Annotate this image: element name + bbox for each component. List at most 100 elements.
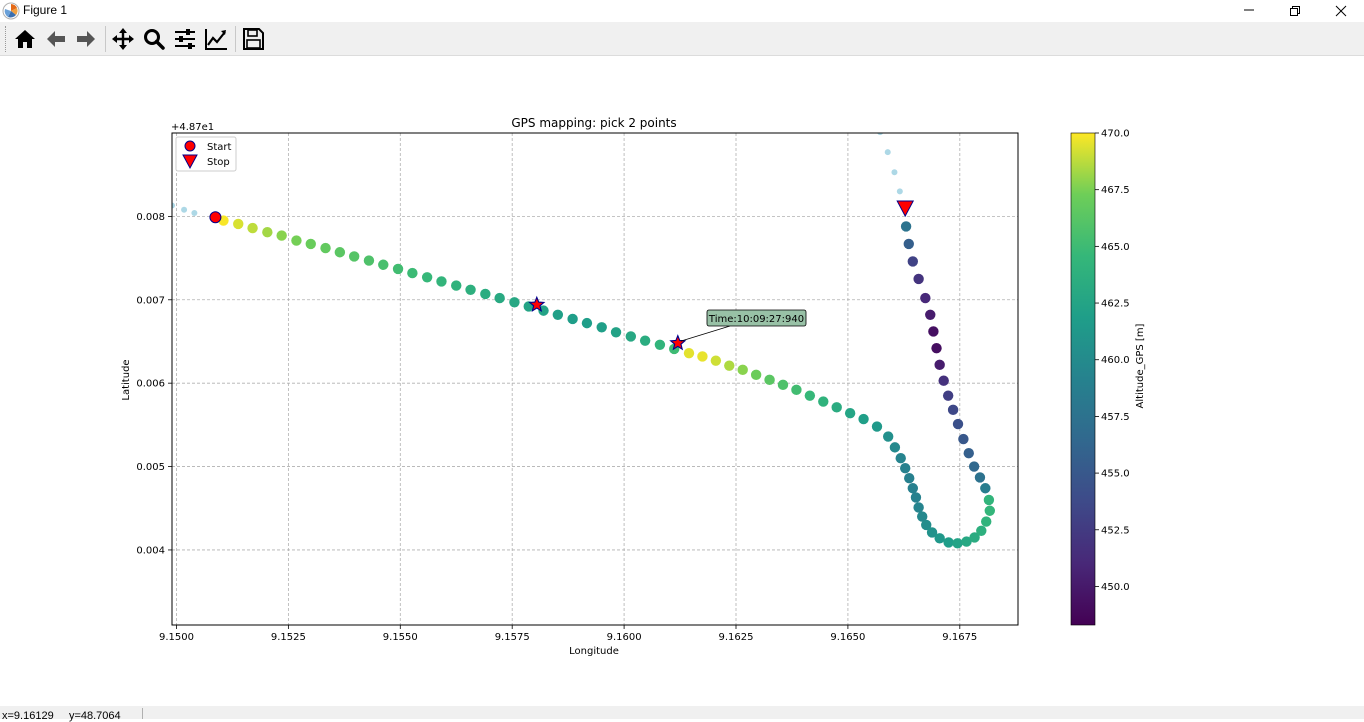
track-point bbox=[921, 519, 932, 531]
outside-point bbox=[884, 149, 891, 156]
track-point bbox=[320, 242, 331, 254]
track-point bbox=[882, 431, 894, 442]
window-title: Figure 1 bbox=[23, 3, 68, 17]
track-point bbox=[889, 442, 901, 453]
track-point bbox=[900, 463, 911, 474]
colorbar-ticks: 450.0 452.5 455.0 457.5 460.0 462.5 465.0 467.5… bbox=[1095, 129, 1130, 593]
colorbar-label: Altitude_GPS [m] bbox=[1135, 323, 1146, 408]
y-tick-label: 0.008 bbox=[136, 212, 165, 223]
track-point bbox=[984, 505, 995, 516]
track-point bbox=[348, 251, 360, 262]
track-point bbox=[334, 247, 346, 258]
save-button[interactable] bbox=[239, 25, 267, 53]
track-point bbox=[378, 259, 389, 270]
track-point bbox=[943, 537, 954, 548]
outside-point bbox=[191, 210, 198, 217]
track-point bbox=[697, 351, 708, 362]
track-point bbox=[392, 263, 404, 275]
colorbar-tick-label: 460.0 bbox=[1101, 355, 1130, 366]
start-marker[interactable] bbox=[209, 211, 222, 224]
track-point bbox=[262, 227, 273, 238]
y-tick-label: 0.004 bbox=[136, 545, 165, 556]
track-point bbox=[907, 483, 919, 494]
stop-marker[interactable] bbox=[896, 200, 915, 218]
track-point bbox=[913, 273, 924, 285]
track-point bbox=[451, 280, 462, 291]
plot-area-frame[interactable] bbox=[171, 132, 1019, 626]
legend-stop-marker bbox=[182, 154, 198, 170]
track-point bbox=[610, 327, 622, 338]
outside-point bbox=[891, 169, 898, 176]
y-tick-label: 0.007 bbox=[136, 295, 165, 306]
track-point bbox=[831, 402, 842, 413]
pan-button[interactable] bbox=[109, 25, 137, 53]
forward-button[interactable] bbox=[72, 25, 100, 53]
track-point bbox=[963, 448, 974, 459]
track-point bbox=[917, 511, 928, 522]
track-point bbox=[683, 347, 695, 359]
toolbar-separator bbox=[105, 26, 106, 52]
y-axis-label: Latitude bbox=[121, 359, 132, 400]
track-point bbox=[363, 255, 375, 266]
edit-axes-button[interactable] bbox=[202, 25, 230, 53]
toolbar-grip[interactable] bbox=[5, 26, 8, 52]
colorbar-gradient bbox=[1070, 132, 1096, 626]
track-point bbox=[968, 461, 980, 472]
x-tick-label: 9.1600 bbox=[607, 632, 642, 643]
y-axis-ticks: 0.004 0.005 0.006 0.007 0.008 bbox=[136, 212, 172, 556]
colorbar-tick-label: 465.0 bbox=[1101, 242, 1130, 253]
colorbar[interactable]: 450.0 452.5 455.0 457.5 460.0 462.5 465.0 467.5… bbox=[1070, 129, 1146, 626]
track-point bbox=[305, 238, 316, 250]
grid-lines bbox=[172, 133, 1018, 625]
colorbar-tick-label: 470.0 bbox=[1101, 129, 1130, 140]
annotation-box bbox=[706, 309, 807, 327]
picked-point-star[interactable] bbox=[528, 295, 546, 313]
track-point bbox=[750, 369, 762, 381]
x-tick-label: 9.1675 bbox=[942, 632, 977, 643]
restore-button[interactable] bbox=[1272, 0, 1318, 22]
y-tick-label: 0.006 bbox=[136, 379, 165, 390]
minimize-icon bbox=[1244, 9, 1254, 11]
close-icon bbox=[1335, 5, 1347, 17]
colorbar-tick-label: 462.5 bbox=[1101, 299, 1130, 310]
outside-point bbox=[896, 188, 903, 195]
track-point bbox=[276, 230, 287, 241]
track-point bbox=[900, 221, 912, 232]
arrow-left-icon bbox=[47, 31, 65, 47]
track-point bbox=[976, 525, 987, 536]
track-point bbox=[710, 355, 722, 366]
track-point bbox=[952, 418, 964, 430]
track-point bbox=[247, 222, 258, 234]
minimize-button[interactable] bbox=[1226, 0, 1272, 22]
track-point bbox=[625, 331, 637, 342]
x-axis-label: Longitude bbox=[569, 646, 619, 657]
track-point bbox=[737, 364, 748, 376]
home-button[interactable] bbox=[11, 25, 39, 53]
track-point bbox=[974, 472, 986, 483]
back-button[interactable] bbox=[42, 25, 70, 53]
track-point bbox=[436, 276, 447, 287]
zoom-button[interactable] bbox=[140, 25, 168, 53]
close-button[interactable] bbox=[1318, 0, 1364, 22]
track-point bbox=[581, 317, 593, 329]
track-point bbox=[981, 516, 992, 527]
magnifier-icon bbox=[144, 29, 165, 50]
colorbar-tick-label: 467.5 bbox=[1101, 185, 1130, 196]
colorbar-tick-label: 457.5 bbox=[1101, 412, 1130, 423]
track-point bbox=[291, 235, 302, 246]
cursor-coordinates: x=9.16129 y=48.7064 bbox=[2, 710, 121, 722]
track-point bbox=[596, 322, 607, 333]
x-tick-label: 9.1525 bbox=[271, 632, 306, 643]
track-point bbox=[934, 533, 945, 544]
subplots-button[interactable] bbox=[171, 25, 199, 53]
track-point bbox=[567, 313, 578, 325]
track-point bbox=[421, 272, 433, 283]
legend[interactable]: Start Stop bbox=[175, 136, 237, 172]
track-point bbox=[942, 390, 954, 401]
track-point bbox=[926, 527, 938, 538]
figure-canvas[interactable]: GPS mapping: pick 2 points +4.87e1 9.150… bbox=[0, 56, 1364, 706]
status-bar: x=9.16129 y=48.7064 bbox=[0, 706, 1364, 722]
track-point bbox=[639, 335, 651, 346]
track-point bbox=[913, 502, 924, 513]
legend-stop-label: Stop bbox=[207, 157, 230, 168]
